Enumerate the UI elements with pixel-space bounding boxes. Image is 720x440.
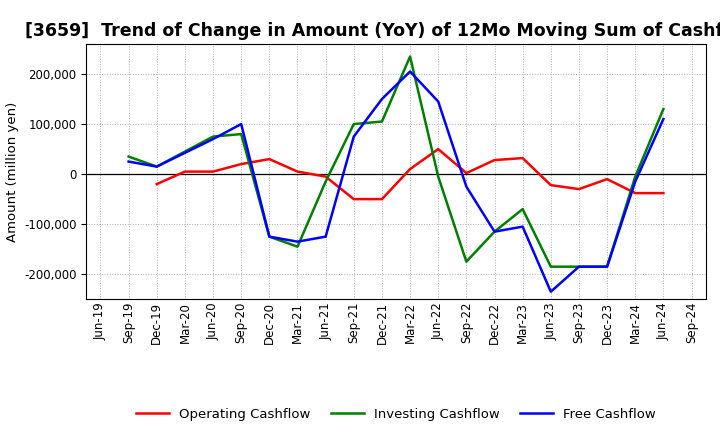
Investing Cashflow — [209, 134, 217, 139]
Investing Cashflow — [406, 54, 415, 59]
Investing Cashflow — [546, 264, 555, 269]
Operating Cashflow — [631, 191, 639, 196]
Investing Cashflow — [125, 154, 133, 159]
Investing Cashflow — [518, 206, 527, 212]
Operating Cashflow — [434, 147, 443, 152]
Free Cashflow — [349, 134, 358, 139]
Operating Cashflow — [603, 176, 611, 182]
Investing Cashflow — [377, 119, 386, 124]
Legend: Operating Cashflow, Investing Cashflow, Free Cashflow: Operating Cashflow, Investing Cashflow, … — [131, 403, 661, 426]
Investing Cashflow — [434, 174, 443, 179]
Free Cashflow — [631, 179, 639, 184]
Free Cashflow — [209, 136, 217, 142]
Free Cashflow — [377, 96, 386, 102]
Investing Cashflow — [349, 121, 358, 127]
Investing Cashflow — [462, 259, 471, 264]
Investing Cashflow — [490, 229, 499, 234]
Line: Operating Cashflow: Operating Cashflow — [157, 149, 663, 199]
Operating Cashflow — [293, 169, 302, 174]
Operating Cashflow — [153, 181, 161, 187]
Free Cashflow — [575, 264, 583, 269]
Operating Cashflow — [575, 187, 583, 192]
Free Cashflow — [237, 121, 246, 127]
Line: Free Cashflow: Free Cashflow — [129, 72, 663, 292]
Operating Cashflow — [546, 183, 555, 188]
Investing Cashflow — [237, 132, 246, 137]
Title: [3659]  Trend of Change in Amount (YoY) of 12Mo Moving Sum of Cashflows: [3659] Trend of Change in Amount (YoY) o… — [24, 22, 720, 40]
Free Cashflow — [546, 289, 555, 294]
Investing Cashflow — [631, 174, 639, 179]
Operating Cashflow — [659, 191, 667, 196]
Operating Cashflow — [349, 197, 358, 202]
Operating Cashflow — [237, 161, 246, 167]
Free Cashflow — [659, 117, 667, 122]
Operating Cashflow — [462, 170, 471, 176]
Investing Cashflow — [265, 234, 274, 239]
Free Cashflow — [406, 69, 415, 74]
Free Cashflow — [125, 159, 133, 164]
Investing Cashflow — [659, 106, 667, 112]
Line: Investing Cashflow: Investing Cashflow — [129, 56, 663, 267]
Operating Cashflow — [321, 174, 330, 179]
Operating Cashflow — [490, 158, 499, 163]
Operating Cashflow — [518, 155, 527, 161]
Free Cashflow — [518, 224, 527, 229]
Investing Cashflow — [603, 264, 611, 269]
Investing Cashflow — [575, 264, 583, 269]
Free Cashflow — [153, 164, 161, 169]
Operating Cashflow — [265, 157, 274, 162]
Operating Cashflow — [181, 169, 189, 174]
Free Cashflow — [293, 239, 302, 244]
Operating Cashflow — [406, 166, 415, 172]
Y-axis label: Amount (million yen): Amount (million yen) — [6, 102, 19, 242]
Operating Cashflow — [209, 169, 217, 174]
Free Cashflow — [265, 234, 274, 239]
Investing Cashflow — [153, 164, 161, 169]
Free Cashflow — [603, 264, 611, 269]
Free Cashflow — [434, 99, 443, 104]
Free Cashflow — [321, 234, 330, 239]
Free Cashflow — [490, 229, 499, 234]
Free Cashflow — [462, 184, 471, 189]
Operating Cashflow — [377, 197, 386, 202]
Investing Cashflow — [321, 179, 330, 184]
Investing Cashflow — [293, 244, 302, 249]
